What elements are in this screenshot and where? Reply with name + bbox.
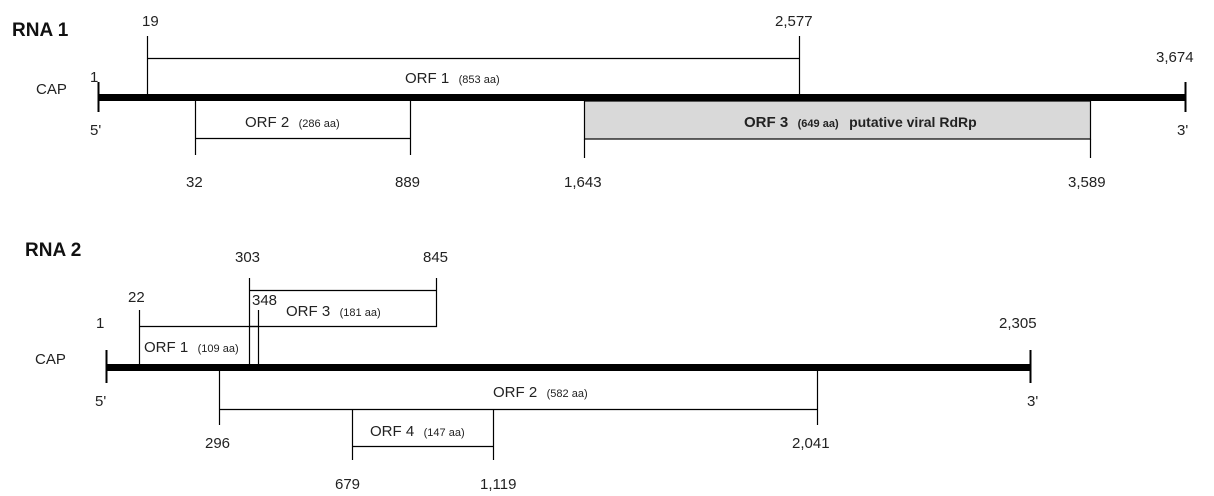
rna2-orf2-start-label: 296 [205,435,230,452]
rna1-orf1-name: ORF 1 [405,70,449,87]
rna1-orf3-name: ORF 3 [744,114,788,131]
rna2-orf4-end-label: 1,119 [480,476,516,493]
rna2-panel: RNA 2 CAP 1 5' 2,305 3' 22 348 ORF 1 (10… [25,240,1038,493]
rna2-orf4: 679 1,119 ORF 4 (147 aa) [335,410,516,493]
rna1-orf3-end-label: 3,589 [1068,174,1106,191]
rna1-orf3-extra: putative viral RdRp [849,114,977,130]
rna2-orf1-label: ORF 1 (109 aa) [144,339,239,356]
rna2-orf4-aa: (147 aa) [424,427,465,439]
rna1-orf3-label: ORF 3 (649 aa) putative viral RdRp [744,114,977,131]
rna2-orf2-label: ORF 2 (582 aa) [493,384,588,401]
rna2-genome-bar [106,364,1031,371]
rna2-title: RNA 2 [25,240,81,261]
rna2-start-label: 1 [96,315,104,332]
rna2-cap-label: CAP [35,351,66,368]
rna1-orf1-start-label: 19 [142,13,159,30]
rna2-orf3-label: ORF 3 (181 aa) [286,303,381,320]
rna2-five-prime-label: 5' [95,393,106,410]
rna1-orf2-name: ORF 2 [245,114,289,131]
rna1-orf2-start-label: 32 [186,174,203,191]
rna2-orf4-name: ORF 4 [370,423,414,440]
rna1-title: RNA 1 [12,20,69,41]
rna1-orf3: 1,643 3,589 ORF 3 (649 aa) putative vira… [564,100,1106,191]
rna1-orf2-box [194,101,412,155]
rna2-orf1-name: ORF 1 [144,339,188,356]
rna2-orf2-end-label: 2,041 [792,435,830,452]
rna2-orf3-aa: (181 aa) [340,307,381,319]
rna2-three-prime-label: 3' [1027,393,1038,410]
rna1-orf3-rdrp-box [583,100,1092,140]
rna1-five-prime-label: 5' [90,122,101,139]
rna2-orf1-end-label: 348 [252,292,277,309]
rna1-three-prime-label: 3' [1177,122,1188,139]
rna2-orf1: 22 348 ORF 1 (109 aa) [128,289,277,364]
rna1-orf1-label: ORF 1 (853 aa) [405,70,500,87]
rna2-orf3-name: ORF 3 [286,303,330,320]
rna2-orf3: 303 845 ORF 3 (181 aa) [235,249,448,364]
rna1-orf2-aa: (286 aa) [299,118,340,130]
rna1-orf3-aa: (649 aa) [798,118,839,130]
rna1-orf2-label: ORF 2 (286 aa) [245,114,340,131]
rna2-orf2-name: ORF 2 [493,384,537,401]
rna2-orf3-start-label: 303 [235,249,260,266]
rna1-orf1-end-label: 2,577 [775,13,813,30]
rna1-orf1-box [146,36,801,94]
rna2-orf1-aa: (109 aa) [198,343,239,355]
rna2-orf1-start-label: 22 [128,289,145,306]
rna1-genome-bar [98,94,1186,101]
rna2-orf2-aa: (582 aa) [547,388,588,400]
rna1-end-label: 3,674 [1156,49,1194,66]
rna1-orf3-start-label: 1,643 [564,174,602,191]
rna2-orf4-start-label: 679 [335,476,360,493]
rna1-start-label: 1 [90,69,98,86]
rna1-cap-label: CAP [36,81,67,98]
rna2-orf2: 296 2,041 ORF 2 (582 aa) [205,371,830,452]
rna2-orf3-end-label: 845 [423,249,448,266]
rna1-panel: RNA 1 CAP 1 5' 3,674 3' 19 2,577 ORF 1 (… [12,13,1194,191]
rna1-orf2: 32 889 ORF 2 (286 aa) [186,101,420,191]
rna2-orf4-box [351,410,495,460]
rna2-end-label: 2,305 [999,315,1037,332]
rna1-orf1-aa: (853 aa) [459,74,500,86]
rna2-orf3-box [248,278,438,364]
rna2-orf4-label: ORF 4 (147 aa) [370,423,465,440]
rna2-orf2-box [218,371,819,425]
rna1-orf2-end-label: 889 [395,174,420,191]
rna2-orf1-box [138,310,260,364]
rna1-orf1: 19 2,577 ORF 1 (853 aa) [142,13,813,94]
